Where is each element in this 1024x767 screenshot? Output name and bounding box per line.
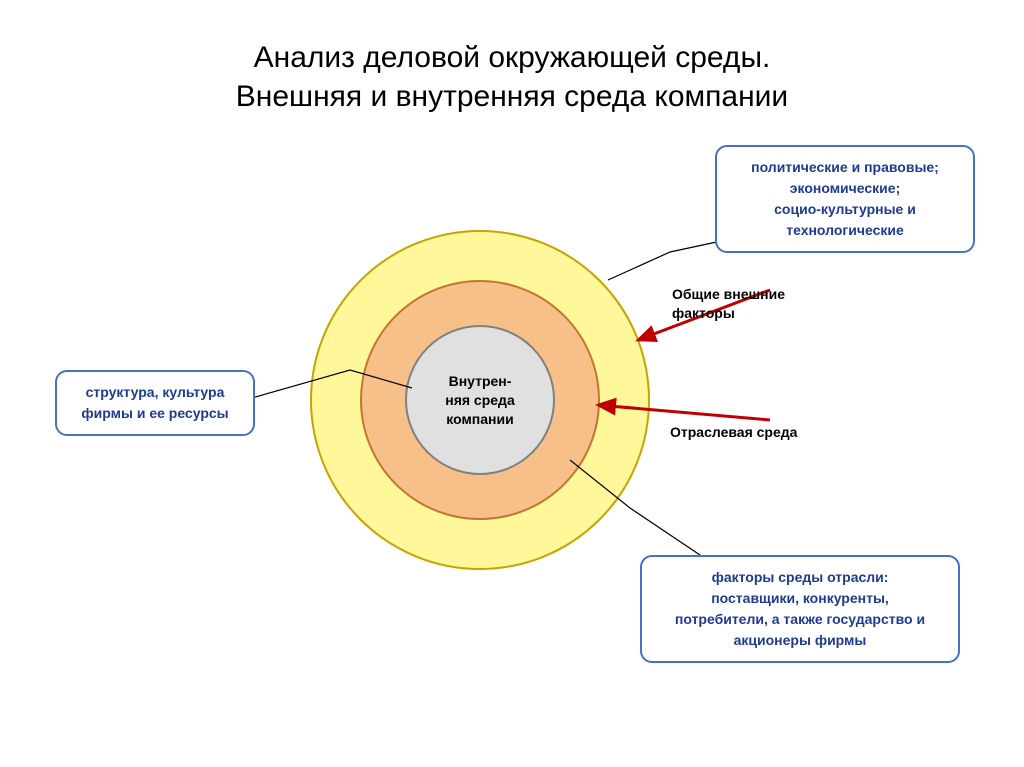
label-middle-text: Отраслевая среда [670,424,797,440]
center-label-internal-env: Внутрен- няя среда компании [425,372,535,429]
callout-tr-line3: социо-культурные и [774,201,916,217]
label-industry-environment: Отраслевая среда [670,423,797,442]
callout-br-line4: акционеры фирмы [734,632,867,648]
callout-industry-factors: факторы среды отрасли: поставщики, конку… [640,555,960,663]
callout-tr-line4: технологические [786,222,904,238]
callout-tr-line2: экономические; [790,180,900,196]
center-text-line1: Внутрен- [449,373,512,389]
callout-l-line2: фирмы и ее ресурсы [81,405,228,421]
callout-pest-factors: политические и правовые; экономические; … [715,145,975,253]
environment-diagram: Внутрен- няя среда компании Общие внешни… [0,0,1024,767]
callout-br-line3: потребители, а также государство и [675,611,925,627]
callout-br-line2: поставщики, конкуренты, [711,590,889,606]
callout-l-line1: структура, культура [86,384,225,400]
callout-tr-line1: политические и правовые; [751,159,939,175]
label-outer-line1: Общие внешние [672,286,785,302]
center-text-line2: няя среда [445,392,514,408]
center-text-line3: компании [446,411,513,427]
label-general-external-factors: Общие внешние факторы [672,285,785,323]
callout-br-line1: факторы среды отрасли: [712,569,889,585]
callout-structure-culture-resources: структура, культура фирмы и ее ресурсы [55,370,255,436]
label-outer-line2: факторы [672,305,735,321]
